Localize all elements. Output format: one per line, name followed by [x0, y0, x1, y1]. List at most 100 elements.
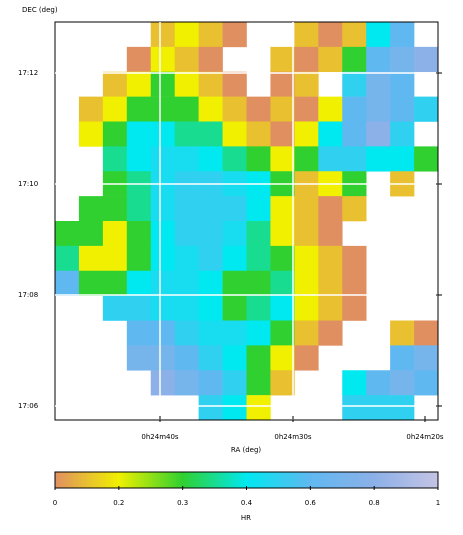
heat-cell	[78, 270, 104, 296]
heat-cell	[150, 196, 175, 222]
x-tick-label: 0h24m40s	[141, 433, 179, 441]
heat-cell	[318, 196, 343, 222]
heat-cell	[342, 96, 367, 122]
heat-cell	[270, 146, 295, 172]
heat-cell	[126, 320, 152, 346]
heat-cell	[390, 146, 415, 172]
heat-cell	[198, 221, 223, 247]
heat-cell	[55, 270, 80, 296]
heat-cell	[198, 295, 223, 321]
heat-cell	[198, 196, 223, 222]
heat-cell	[414, 146, 439, 172]
heat-cell	[198, 146, 223, 172]
heat-cell	[222, 395, 247, 421]
heat-cell	[366, 121, 391, 147]
heat-cell	[222, 345, 247, 371]
heat-cell	[270, 221, 295, 247]
heat-cell	[318, 295, 343, 321]
heat-cell	[126, 46, 152, 73]
y-axis-label: DEC (deg)	[22, 6, 58, 14]
heat-cell	[318, 245, 343, 272]
heat-cell	[246, 370, 271, 396]
heat-cell	[198, 96, 223, 122]
heat-cell	[174, 270, 199, 296]
heat-cell	[174, 245, 199, 272]
heat-cell	[222, 196, 247, 222]
heat-cell	[390, 320, 415, 346]
heat-cell	[150, 22, 175, 48]
heat-cell	[294, 22, 319, 48]
x-axis-label: RA (deg)	[231, 446, 262, 454]
heat-cell	[294, 96, 319, 122]
heat-cell	[270, 270, 295, 296]
heat-cell	[126, 71, 152, 97]
heat-cell	[318, 121, 343, 147]
heat-cell	[78, 121, 104, 147]
colorbar-tick-label: 0.2	[113, 499, 124, 507]
y-tick-label: 17:06	[18, 402, 39, 410]
heat-cell	[318, 270, 343, 296]
heat-cell	[174, 121, 199, 147]
heat-cell	[318, 22, 343, 48]
heat-cell	[294, 345, 319, 371]
heat-cell	[414, 320, 439, 346]
heat-cell	[246, 270, 271, 296]
heat-cell	[342, 121, 367, 147]
heat-cell	[78, 196, 104, 222]
heat-cell	[246, 345, 271, 371]
heat-cell	[270, 121, 295, 147]
heat-cell	[222, 121, 247, 147]
heat-cell	[198, 245, 223, 272]
heat-cell	[318, 221, 343, 247]
heat-cell	[390, 121, 415, 147]
heat-cell	[414, 46, 439, 73]
heat-cell	[414, 345, 439, 371]
heat-cell	[174, 46, 199, 73]
heat-cell	[318, 320, 343, 346]
y-tick-label: 17:12	[18, 69, 38, 77]
heat-cell	[390, 370, 415, 396]
heat-cell	[342, 196, 367, 222]
heat-cell	[366, 370, 391, 396]
heat-cell	[198, 46, 223, 73]
heat-cell	[318, 96, 343, 122]
heat-cell	[126, 196, 152, 222]
heat-cell	[222, 245, 247, 272]
heat-cell	[198, 121, 223, 147]
heat-cell	[150, 71, 175, 97]
heat-cell	[222, 370, 247, 396]
heat-cell	[150, 320, 175, 346]
heat-cell	[150, 245, 175, 272]
heat-cell	[174, 196, 199, 222]
heat-cell	[342, 71, 367, 97]
heat-cell	[342, 370, 367, 396]
heat-cell	[174, 96, 199, 122]
heat-cell	[198, 345, 223, 371]
colorbar-tick-label: 0.4	[241, 499, 253, 507]
heat-cell	[342, 395, 367, 421]
heat-cell	[390, 46, 415, 73]
heat-cell	[198, 270, 223, 296]
heat-cell	[174, 146, 199, 172]
heat-cell	[78, 245, 104, 272]
heat-cell	[246, 395, 271, 421]
heat-cell	[126, 121, 152, 147]
heat-cell	[102, 221, 128, 247]
heat-cell	[174, 370, 199, 396]
heat-cell	[246, 245, 271, 272]
heat-cell	[390, 22, 415, 48]
heat-cell	[78, 221, 104, 247]
heat-cell	[366, 71, 391, 97]
heat-cell	[270, 71, 295, 97]
heat-cell	[366, 395, 391, 421]
colorbar-tick-label: 0.8	[369, 499, 380, 507]
heat-cell	[222, 71, 247, 97]
heat-cell	[246, 121, 271, 147]
heat-cell	[126, 245, 152, 272]
heat-cell	[150, 370, 175, 396]
heat-cell	[294, 121, 319, 147]
heat-cell	[342, 22, 367, 48]
heat-cell	[102, 121, 128, 147]
heat-cell	[270, 295, 295, 321]
heat-cell	[270, 96, 295, 122]
